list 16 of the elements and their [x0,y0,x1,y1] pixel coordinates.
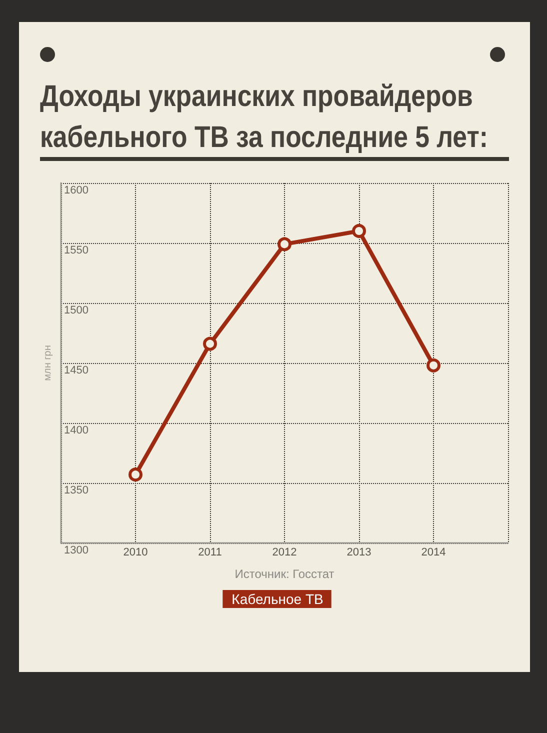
chart-title: Доходы украинских провайдеров кабельного ТВ за последние 5 лет: [40,79,489,156]
x-tick-label: 2013 [346,546,372,558]
text: Источник: Госстат [234,567,335,581]
text: Кабельное ТВ [232,591,324,607]
y-tick-label: 1450 [64,364,88,376]
y-axis-title: млн грн [42,345,54,381]
x-tick-label: 2014 [421,546,446,558]
y-tick-label: 1350 [64,484,88,496]
y-tick-label: 1500 [64,304,88,316]
x-tick-label: 2011 [198,546,222,558]
y-tick-label: 1300 [64,544,88,556]
y-tick-label: 1400 [64,424,88,436]
y-tick-label: 1550 [64,244,88,256]
x-tick-label: 2010 [123,546,148,558]
y-tick-label: 1600 [64,184,88,196]
x-tick-label: 2012 [272,546,297,558]
